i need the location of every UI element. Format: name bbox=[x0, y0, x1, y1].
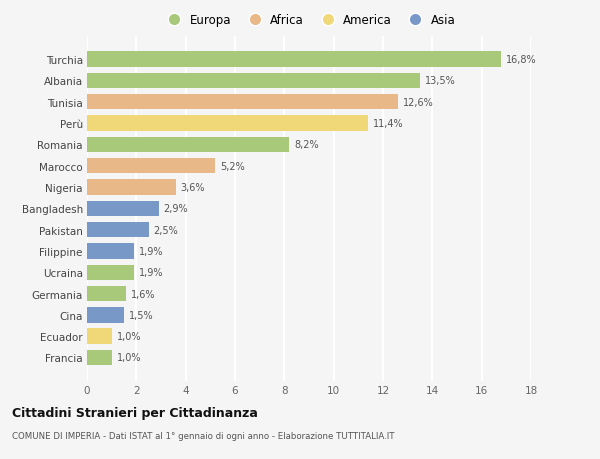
Bar bbox=[87, 116, 368, 131]
Text: 8,2%: 8,2% bbox=[294, 140, 319, 150]
Text: 12,6%: 12,6% bbox=[403, 98, 433, 107]
Bar bbox=[87, 73, 420, 89]
Bar bbox=[87, 52, 502, 67]
Text: 16,8%: 16,8% bbox=[506, 55, 537, 65]
Bar bbox=[87, 159, 215, 174]
Text: 5,2%: 5,2% bbox=[220, 161, 245, 171]
Bar bbox=[87, 308, 124, 323]
Text: 2,9%: 2,9% bbox=[163, 204, 188, 214]
Bar bbox=[87, 180, 176, 195]
Text: Cittadini Stranieri per Cittadinanza: Cittadini Stranieri per Cittadinanza bbox=[12, 406, 258, 419]
Text: 1,9%: 1,9% bbox=[139, 268, 163, 278]
Bar bbox=[87, 244, 134, 259]
Bar bbox=[87, 286, 127, 302]
Text: COMUNE DI IMPERIA - Dati ISTAT al 1° gennaio di ogni anno - Elaborazione TUTTITA: COMUNE DI IMPERIA - Dati ISTAT al 1° gen… bbox=[12, 431, 395, 441]
Text: 1,6%: 1,6% bbox=[131, 289, 156, 299]
Bar bbox=[87, 329, 112, 344]
Bar bbox=[87, 137, 289, 153]
Bar bbox=[87, 95, 398, 110]
Text: 1,0%: 1,0% bbox=[116, 353, 141, 363]
Bar bbox=[87, 223, 149, 238]
Text: 11,4%: 11,4% bbox=[373, 119, 404, 129]
Text: 1,5%: 1,5% bbox=[129, 310, 154, 320]
Text: 1,0%: 1,0% bbox=[116, 331, 141, 341]
Bar bbox=[87, 350, 112, 365]
Text: 13,5%: 13,5% bbox=[425, 76, 455, 86]
Text: 2,5%: 2,5% bbox=[154, 225, 178, 235]
Legend: Europa, Africa, America, Asia: Europa, Africa, America, Asia bbox=[163, 14, 455, 28]
Bar bbox=[87, 265, 134, 280]
Text: 3,6%: 3,6% bbox=[181, 183, 205, 193]
Bar bbox=[87, 201, 158, 217]
Text: 1,9%: 1,9% bbox=[139, 246, 163, 257]
